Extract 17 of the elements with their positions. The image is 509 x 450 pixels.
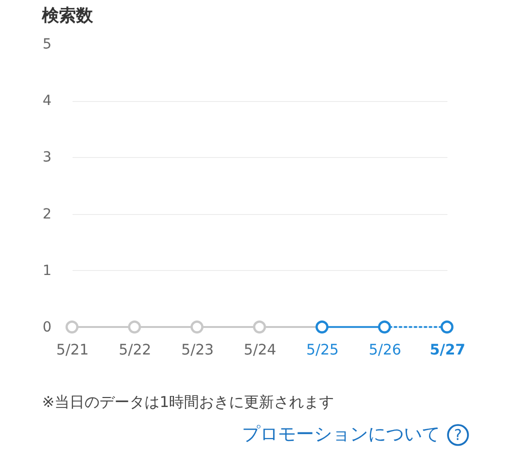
y-tick-label: 2: [42, 206, 52, 222]
y-tick-label: 0: [42, 320, 52, 336]
x-tick-label: 5/26: [368, 342, 402, 358]
y-tick-label: 3: [42, 150, 52, 166]
y-tick-label: 4: [42, 93, 52, 110]
x-tick-label: 5/25: [306, 342, 339, 358]
text: プロモーションについて: [242, 424, 440, 445]
y-tick-label: 1: [42, 262, 52, 279]
x-tick-label: 5/22: [118, 342, 152, 358]
x-tick-label: 5/27: [430, 342, 466, 358]
x-tick-label: 5/23: [181, 342, 214, 358]
chart-title: 検索数: [41, 6, 94, 26]
x-tick-label: 5/24: [244, 342, 276, 358]
text: ※当日のデータは1時間おきに更新されます: [42, 393, 334, 411]
text: ?: [454, 426, 462, 444]
y-tick-label: 5: [42, 36, 52, 52]
x-tick-label: 5/21: [56, 342, 89, 358]
